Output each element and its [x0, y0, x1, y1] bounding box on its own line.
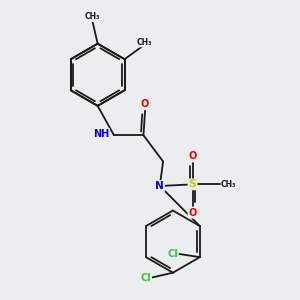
Text: NH: NH: [93, 129, 109, 139]
Text: CH₃: CH₃: [221, 180, 236, 189]
Text: Cl: Cl: [167, 249, 178, 259]
Text: O: O: [141, 98, 149, 109]
Text: O: O: [188, 151, 197, 161]
Text: CH₃: CH₃: [136, 38, 152, 47]
Text: Cl: Cl: [140, 273, 151, 283]
Text: S: S: [188, 179, 196, 189]
Text: N: N: [155, 181, 164, 191]
Text: O: O: [188, 208, 197, 218]
Text: CH₃: CH₃: [85, 12, 100, 21]
